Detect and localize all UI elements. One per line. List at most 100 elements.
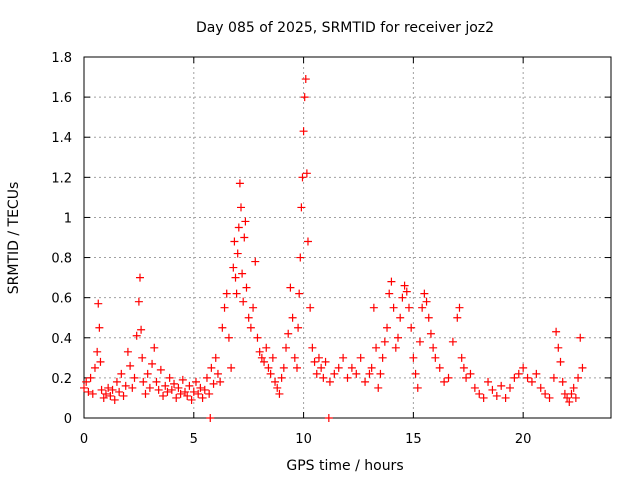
data-point	[117, 369, 126, 378]
data-point	[457, 353, 466, 362]
data-point	[284, 329, 293, 338]
data-point	[324, 414, 333, 422]
x-tick-label: 0	[80, 432, 88, 447]
data-point	[266, 369, 275, 378]
data-point	[400, 281, 409, 290]
data-point	[167, 385, 176, 394]
data-point	[314, 353, 323, 362]
data-point	[298, 173, 307, 182]
data-point	[567, 389, 576, 398]
data-point	[143, 369, 152, 378]
data-point	[422, 297, 431, 306]
data-point	[216, 377, 225, 386]
data-point	[409, 353, 418, 362]
data-point	[135, 273, 144, 282]
data-point	[563, 393, 572, 402]
data-point	[198, 393, 207, 402]
data-point	[165, 373, 174, 382]
data-point	[279, 363, 288, 372]
data-point	[300, 93, 309, 102]
data-point	[170, 379, 179, 388]
y-tick-label: 0.6	[51, 292, 72, 307]
data-point	[240, 233, 249, 242]
data-point	[194, 389, 203, 398]
x-tick-label: 20	[515, 432, 532, 447]
data-point	[356, 353, 365, 362]
data-point	[462, 373, 471, 382]
data-point	[578, 363, 587, 372]
data-point	[536, 383, 545, 392]
data-point	[459, 363, 468, 372]
data-point	[554, 343, 563, 352]
data-point	[415, 337, 424, 346]
data-point	[576, 333, 585, 342]
data-point	[181, 387, 190, 396]
data-point	[303, 237, 312, 246]
data-point	[189, 387, 198, 396]
data-point	[435, 363, 444, 372]
data-point	[185, 381, 194, 390]
data-point	[378, 353, 387, 362]
data-point	[374, 383, 383, 392]
data-point	[569, 383, 578, 392]
data-point	[174, 383, 183, 392]
data-point	[407, 323, 416, 332]
data-point	[519, 363, 528, 372]
data-point	[119, 391, 128, 400]
data-point	[418, 303, 427, 312]
data-point	[492, 391, 501, 400]
data-point	[231, 273, 240, 282]
data-point	[532, 369, 541, 378]
data-point	[365, 369, 374, 378]
data-point	[230, 237, 239, 246]
data-point	[396, 313, 405, 322]
data-point	[455, 303, 464, 312]
data-point	[497, 381, 506, 390]
data-point	[84, 387, 93, 396]
data-point	[246, 323, 255, 332]
data-point	[130, 373, 139, 382]
data-point	[241, 217, 250, 226]
data-point	[232, 289, 241, 298]
data-point	[156, 365, 165, 374]
grid	[84, 57, 611, 418]
data-point	[306, 303, 315, 312]
data-point	[95, 323, 104, 332]
data-point	[431, 353, 440, 362]
data-point	[367, 363, 376, 372]
data-point	[387, 277, 396, 286]
data-point	[420, 289, 429, 298]
data-point	[209, 379, 218, 388]
data-point	[312, 369, 321, 378]
y-tick-label: 0.4	[51, 332, 72, 347]
data-point	[112, 377, 121, 386]
data-point	[202, 373, 211, 382]
data-point	[527, 377, 536, 386]
x-tick-label: 15	[405, 432, 422, 447]
data-point	[237, 203, 246, 212]
data-point	[139, 377, 148, 386]
data-point	[154, 385, 163, 394]
data-point	[128, 383, 137, 392]
data-point	[150, 343, 159, 352]
data-point	[308, 343, 317, 352]
data-point	[297, 203, 306, 212]
data-point	[96, 357, 105, 366]
data-point	[299, 127, 308, 136]
axis-ticks: 0 0.2 0.4 0.6 0.8 1 1.2 1.4 1.6 1.8 0 5 10 15 20	[51, 51, 611, 447]
data-point	[389, 303, 398, 312]
y-axis-label: SRMTID / TECUs	[6, 182, 22, 295]
data-point	[126, 361, 135, 370]
data-point	[275, 389, 284, 398]
data-point	[376, 369, 385, 378]
data-point	[385, 289, 394, 298]
y-tick-label: 0.8	[51, 252, 72, 267]
data-point	[161, 381, 170, 390]
data-point	[268, 353, 277, 362]
data-point	[108, 385, 117, 394]
data-point	[224, 333, 233, 342]
data-point	[565, 397, 574, 406]
data-point	[361, 377, 370, 386]
data-point	[137, 325, 146, 334]
